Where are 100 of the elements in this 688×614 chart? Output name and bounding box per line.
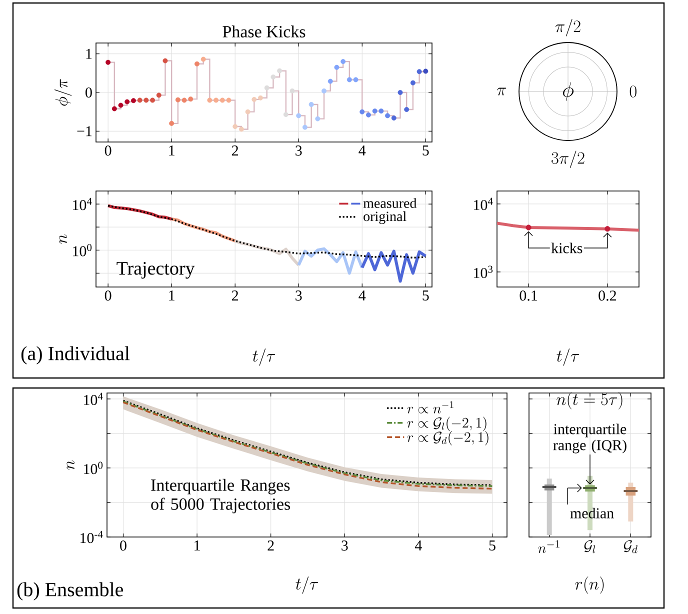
point xyxy=(308,102,314,107)
point xyxy=(372,108,378,114)
point xyxy=(277,68,282,74)
point xyxy=(175,97,180,102)
point xyxy=(130,98,136,104)
point xyxy=(391,116,396,121)
annotation: Interquartile Ranges of 5000 Trajectories xyxy=(151,478,290,514)
point xyxy=(353,77,358,82)
text: (b) Ensemble xyxy=(17,582,124,600)
y-tick-label: 10$^{3}$ xyxy=(474,266,493,278)
point xyxy=(156,92,162,98)
point xyxy=(162,58,168,64)
point xyxy=(264,85,270,90)
x-tick-label: 0 xyxy=(120,540,126,551)
y-axis-title: $n$ xyxy=(59,234,68,244)
x-tick-label: 0.2 xyxy=(598,290,616,301)
x-axis-title: $r(n)$ xyxy=(575,576,604,594)
x-tick-label: 5 xyxy=(422,290,429,300)
point xyxy=(423,68,428,74)
point xyxy=(188,96,194,102)
point xyxy=(169,120,174,126)
y-axis-title: $\phi/\pi$ xyxy=(54,79,72,106)
point xyxy=(182,98,187,103)
point xyxy=(232,124,238,130)
point xyxy=(290,88,295,94)
legend-label: original xyxy=(364,211,406,224)
point xyxy=(194,61,200,66)
y-tick-label: 0 xyxy=(86,87,92,98)
point xyxy=(144,98,149,103)
chart-title: Phase Kicks xyxy=(222,26,306,38)
x-tick-label: 0.1 xyxy=(520,290,538,301)
x-tick-label: $\mathcal{G}_d$ xyxy=(624,540,638,554)
x-tick-label: 1 xyxy=(194,540,200,550)
x-tick-label: 3 xyxy=(296,290,302,301)
text: $\pi$ xyxy=(497,88,506,96)
x-axis-title: $t/\tau$ xyxy=(296,576,318,594)
point xyxy=(378,108,384,114)
chart-title: $n(t=5\tau)$ xyxy=(556,392,622,410)
point xyxy=(106,60,111,65)
point xyxy=(398,90,403,95)
x-tick-label: 3 xyxy=(296,146,302,156)
point xyxy=(245,109,250,114)
point xyxy=(226,98,232,103)
point xyxy=(124,99,130,104)
y-tick-label: 10$^{0}$ xyxy=(84,462,103,474)
y-tick-label: −1 xyxy=(77,126,92,136)
x-tick-label: 2 xyxy=(268,540,274,550)
point xyxy=(346,77,352,82)
annotation: Trajectory xyxy=(116,262,195,279)
point xyxy=(238,126,244,132)
point xyxy=(200,56,206,62)
point xyxy=(315,116,320,122)
y-tick-label: 10$^{4}$ xyxy=(474,198,493,210)
line-series xyxy=(497,222,639,232)
point xyxy=(214,98,219,103)
text: $\pi/2$ xyxy=(555,19,580,36)
x-tick-label: 2 xyxy=(232,290,238,300)
x-axis-title: $t/\tau$ xyxy=(252,348,276,366)
x-tick-label: 0 xyxy=(104,290,112,301)
point xyxy=(137,98,142,103)
point xyxy=(322,88,327,94)
x-tick-label: 1 xyxy=(169,146,174,156)
annotation: kicks xyxy=(551,242,582,254)
x-tick-label: 4 xyxy=(358,146,366,156)
point xyxy=(366,112,371,118)
x-tick-label: 1 xyxy=(169,290,174,300)
text: (a) Individual xyxy=(21,346,130,364)
point xyxy=(328,78,333,84)
point xyxy=(302,124,308,130)
x-tick-label: 4 xyxy=(358,290,366,300)
legend-label: $r\propto\mathcal{G}_l(-2,1)$ xyxy=(407,416,486,432)
line-series xyxy=(360,250,428,283)
point xyxy=(340,59,346,64)
y-tick-label: 10$^{4}$ xyxy=(73,198,92,210)
point xyxy=(270,74,276,80)
y-axis-title: $n$ xyxy=(66,460,75,470)
x-tick-label: 0 xyxy=(104,146,112,156)
text: $3\pi/2$ xyxy=(552,150,584,168)
point xyxy=(296,113,302,118)
point xyxy=(150,98,156,103)
y-tick-label: 10$^{4}$ xyxy=(84,392,103,406)
x-tick-label: $n^{-1}$ xyxy=(538,540,560,553)
text: $\phi$ xyxy=(562,82,574,101)
point xyxy=(334,64,340,70)
y-tick-label: 1 xyxy=(86,48,92,59)
x-tick-label: 3 xyxy=(342,540,348,551)
legend-label: $r\propto n^{-1}$ xyxy=(407,401,454,414)
x-tick-label: 4 xyxy=(414,540,422,550)
point xyxy=(258,95,264,100)
x-axis-title: $t/\tau$ xyxy=(556,348,580,366)
x-tick-label: 5 xyxy=(422,146,429,156)
point xyxy=(220,98,225,103)
legend-label: $r\propto\mathcal{G}_d(-2,1)$ xyxy=(407,431,488,446)
x-tick-label: 2 xyxy=(232,146,238,156)
text: $0$ xyxy=(630,86,636,98)
y-tick-label: 10$^{-4}$ xyxy=(80,530,103,544)
point xyxy=(118,102,124,108)
point xyxy=(112,106,117,112)
x-tick-label: 5 xyxy=(489,540,496,550)
y-tick-label: 10$^{0}$ xyxy=(73,244,92,256)
